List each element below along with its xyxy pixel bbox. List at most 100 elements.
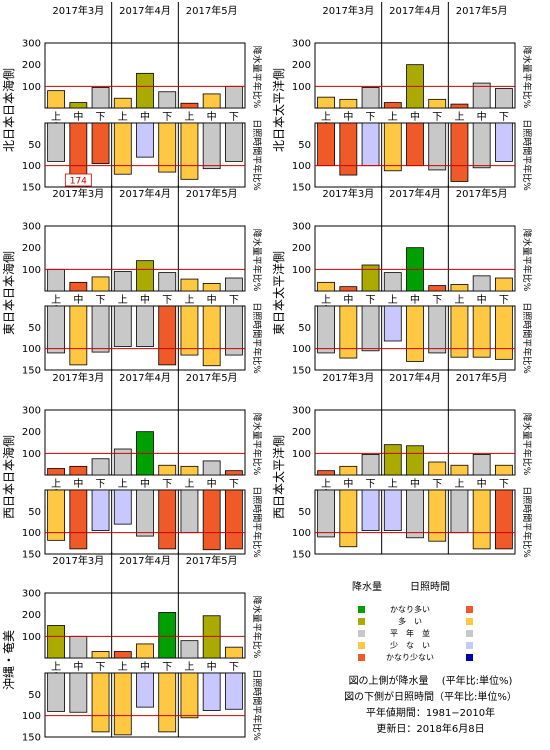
sunshine-bar [91,489,110,531]
category-label: 上 [388,478,398,490]
precip-bar [224,277,243,292]
sunshine-bar [69,672,88,713]
precip-bar [202,93,221,109]
precip-bar [113,271,132,292]
precip-axis-label: 降水量平年比% [251,229,263,292]
category-label: 下 [162,479,172,490]
sunshine-bar [317,122,336,167]
category-label: 中 [140,660,150,673]
sunshine-tick-label: 50 [28,507,41,518]
precip-bar [494,464,513,476]
precip-axis-label: 降水量平年比% [251,46,263,109]
legend-precip-swatch [358,630,365,637]
sunshine-bar [224,672,243,710]
sunshine-bar [91,672,110,733]
precip-bar [158,272,177,292]
sunshine-bar [136,489,154,537]
precip-axis-label: 降水量平年比% [521,229,533,292]
sunshine-tick-label: 150 [292,550,311,561]
precip-tick-label: 100 [22,82,41,93]
month-label: 2017年5月 [456,187,508,200]
precip-bar [224,85,243,109]
precip-bar [339,465,358,476]
sunshine-bar [494,122,513,162]
sunshine-bar [47,305,66,354]
category-label: 中 [477,477,487,490]
sunshine-bar [47,672,66,712]
sunshine-bar [180,122,199,180]
precip-bar [317,470,336,476]
precip-bar [136,260,154,292]
legend-row: 少 な い [318,640,543,652]
precip-bar [113,448,132,476]
category-label: 中 [410,110,420,123]
precip-bar [180,278,199,292]
sunshine-bar [69,489,88,550]
sunshine-bar [202,672,221,711]
category-label: 上 [184,294,194,306]
category-label: 中 [140,293,150,306]
precip-bar [47,90,66,109]
precip-tick-label: 300 [22,222,41,233]
sunshine-tick-label: 50 [28,323,41,334]
category-label: 中 [410,477,420,490]
precip-bar [47,625,66,659]
legend-row-label: かなり少ない [386,653,434,662]
precip-bar [383,272,402,292]
category-label: 下 [432,479,442,490]
month-label: 2017年5月 [456,371,508,384]
category-label: 上 [184,661,194,673]
region-title: 北日本日本海側 [1,68,16,152]
category-label: 上 [184,111,194,123]
precip-tick-label: 100 [22,265,41,276]
precip-tick-label: 200 [292,60,311,71]
legend-row-label: 少 な い [390,641,430,650]
legend-sunshine-swatch [466,630,473,637]
precip-bar [69,635,88,659]
legend-sunshine-swatch [466,654,473,661]
category-label: 下 [162,112,172,123]
sunshine-bar [91,305,110,353]
precip-axis-label: 降水量平年比% [251,596,263,659]
sunshine-bar [69,122,88,188]
category-label: 中 [140,477,150,490]
category-label: 下 [229,662,239,673]
precip-bar [136,643,154,659]
category-label: 下 [229,112,239,123]
precip-tick-label: 200 [292,427,311,438]
precip-axis-label: 降水量平年比% [251,413,263,476]
legend-sunshine-swatch [466,618,473,625]
category-label: 下 [366,295,376,306]
sunshine-bar [158,489,177,550]
precip-bar [91,276,110,292]
category-label: 中 [207,660,217,673]
precip-axis-label: 降水量平年比% [521,413,533,476]
precip-tick-label: 100 [22,449,41,460]
precip-bar [361,454,380,476]
precip-bar [113,651,132,659]
sunshine-bar [113,672,132,736]
sunshine-tick-label: 100 [22,161,41,172]
sunshine-bar [450,122,469,182]
sunshine-bar [472,305,491,358]
month-label: 2017年4月 [389,187,441,200]
category-label: 上 [51,111,61,123]
sunshine-tick-label: 50 [298,140,311,151]
sunshine-bar [428,122,447,171]
category-label: 上 [118,111,128,123]
sunshine-bar [494,489,513,550]
region-chart: 2017年3月 2017年4月 2017年5月100200300上中下上中下上中下5… [1,552,263,744]
sunshine-bar [339,305,358,359]
category-label: 中 [207,110,217,123]
sunshine-bar [383,489,402,531]
category-label: 下 [229,479,239,490]
month-label: 2017年4月 [119,371,171,384]
legend-sunshine-swatch [466,642,473,649]
precip-bar [158,464,177,476]
category-label: 中 [207,477,217,490]
precip-tick-label: 200 [22,243,41,254]
sunshine-tick-label: 150 [22,733,41,744]
category-label: 上 [388,111,398,123]
sunshine-tick-label: 150 [22,366,41,377]
sunshine-bar [224,122,243,162]
